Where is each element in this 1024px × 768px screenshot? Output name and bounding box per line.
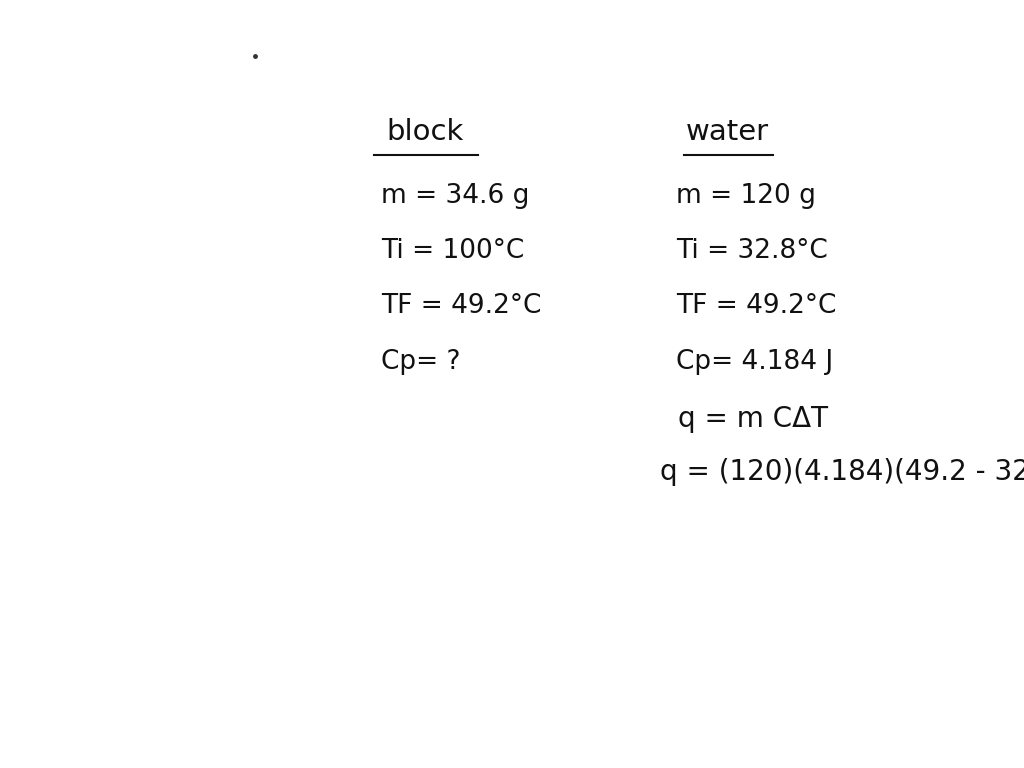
Text: TF = 49.2°C: TF = 49.2°C	[381, 293, 542, 319]
Text: TF = 49.2°C: TF = 49.2°C	[676, 293, 837, 319]
Text: Cp= ?: Cp= ?	[381, 349, 461, 375]
Text: Ti = 32.8°C: Ti = 32.8°C	[676, 238, 827, 264]
Text: block: block	[386, 118, 464, 146]
Text: q = m CΔT: q = m CΔT	[678, 405, 827, 432]
Text: q = (120)(4.184)(49.2 - 32.8): q = (120)(4.184)(49.2 - 32.8)	[660, 458, 1024, 486]
Text: m = 34.6 g: m = 34.6 g	[381, 183, 529, 209]
Text: Cp= 4.184 J: Cp= 4.184 J	[676, 349, 834, 375]
Text: Ti = 100°C: Ti = 100°C	[381, 238, 524, 264]
Text: m = 120 g: m = 120 g	[676, 183, 816, 209]
Text: water: water	[685, 118, 769, 146]
